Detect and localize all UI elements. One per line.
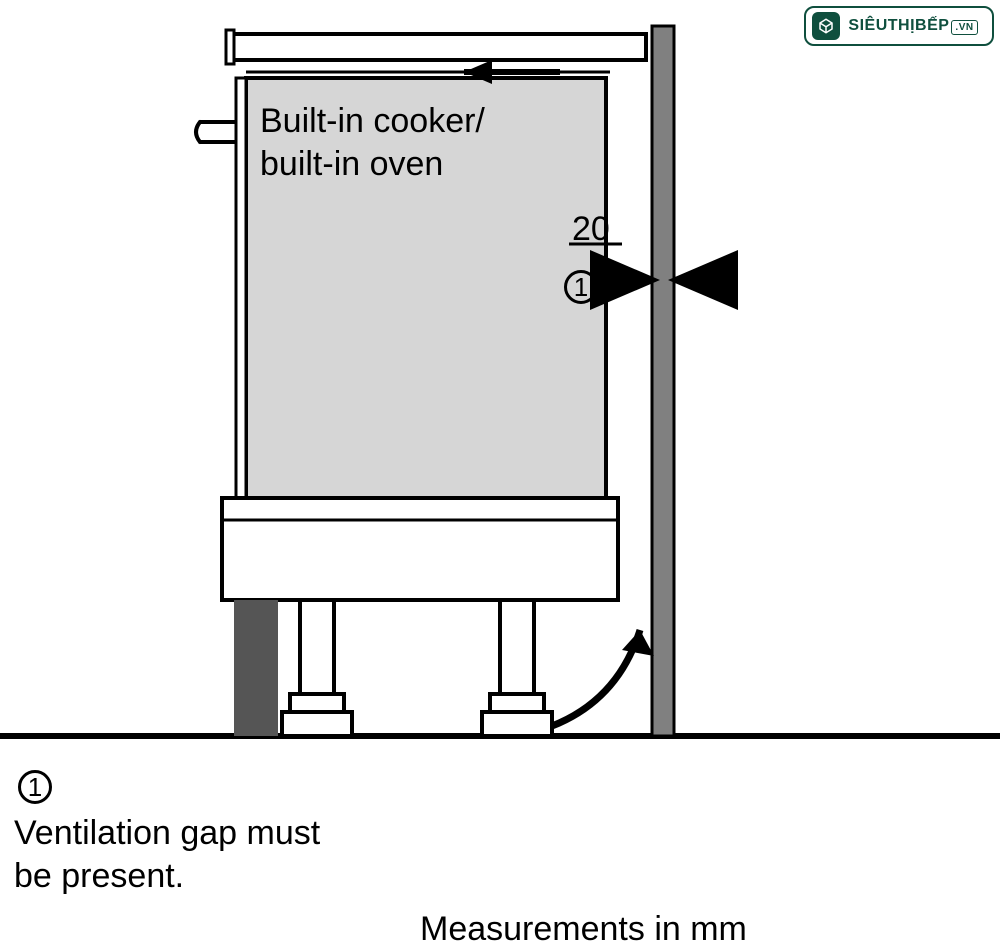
callout-marker: 1 — [564, 270, 598, 304]
legend-number: 1 — [18, 770, 52, 804]
leg-right — [482, 600, 552, 736]
plinth-panel — [222, 498, 618, 600]
logo-brand: SIÊUTHỊBẾP — [848, 17, 949, 34]
oven-label: Built-in cooker/ built-in oven — [260, 100, 485, 185]
logo-suffix: .VN — [951, 20, 977, 35]
legend-text: Ventilation gap must be present. — [14, 812, 320, 897]
legend-line1: Ventilation gap must — [14, 812, 320, 855]
logo-text: SIÊUTHỊBẾP.VN — [840, 17, 986, 35]
leg-left — [282, 600, 352, 736]
legend-line2: be present. — [14, 855, 320, 898]
wall — [652, 26, 674, 736]
legend-marker: 1 — [18, 770, 52, 804]
back-panel-block — [234, 600, 278, 736]
oven-label-line2: built-in oven — [260, 143, 485, 186]
oven-label-line1: Built-in cooker/ — [260, 100, 485, 143]
units-label: Measurements in mm — [420, 908, 747, 951]
logo-mark-icon — [812, 12, 840, 40]
gap-value: 20 — [572, 208, 610, 251]
airflow-bottom-arrow — [552, 630, 654, 726]
oven-handle — [196, 122, 236, 142]
diagram-stage: SIÊUTHỊBẾP.VN Built-in cooker/ built-in … — [0, 0, 1000, 952]
diagram-svg — [0, 0, 1000, 952]
brand-logo: SIÊUTHỊBẾP.VN — [804, 6, 994, 46]
callout-number: 1 — [564, 270, 598, 304]
worktop — [232, 34, 646, 60]
